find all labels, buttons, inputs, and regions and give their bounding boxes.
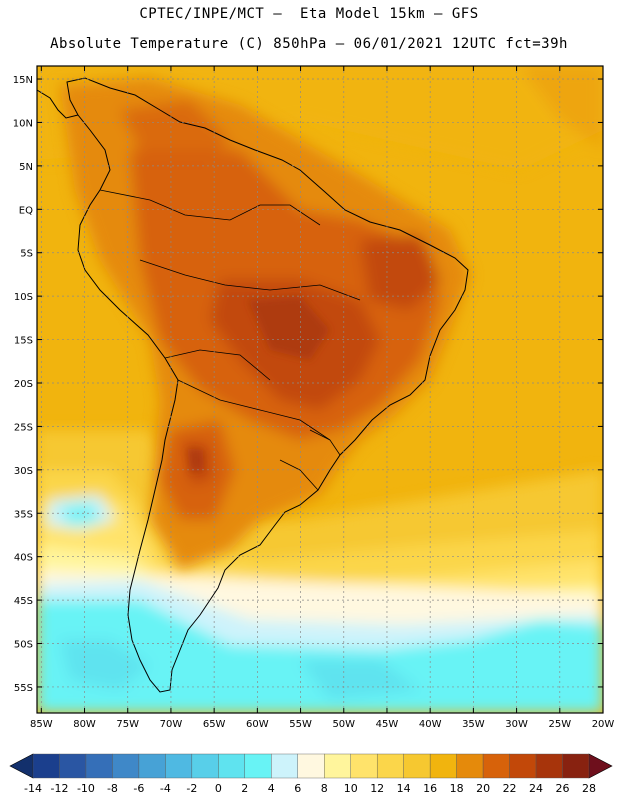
lat-tick-label: 15S	[14, 336, 33, 347]
colorbar-label: 14	[397, 782, 411, 795]
colorbar-swatch	[85, 753, 113, 779]
colorbar-label: 4	[268, 782, 275, 795]
latitude-axis: 15N 10N 5N EQ 5S 10S 15S 20S 25S 30S 35S 40S 45S 50S 5…	[13, 75, 603, 694]
colorbar-label: 26	[556, 782, 570, 795]
lon-tick-label: 75W	[116, 719, 139, 730]
lat-tick-label: 55S	[14, 683, 33, 694]
colorbar-label: -2	[186, 782, 197, 795]
colorbar-swatch	[376, 753, 404, 779]
lat-tick-label: 5N	[19, 162, 33, 173]
colorbar-label: 22	[503, 782, 517, 795]
lat-tick-label: 10S	[14, 292, 33, 303]
colorbar-label: -12	[50, 782, 68, 795]
lon-tick-label: 30W	[505, 719, 528, 730]
colorbar-swatch	[324, 753, 351, 779]
colorbar-label: 8	[321, 782, 328, 795]
lat-tick-label: 30S	[14, 466, 33, 477]
lon-tick-label: 70W	[160, 719, 183, 730]
lat-tick-label: 5S	[20, 249, 33, 260]
colorbar-label: 0	[215, 782, 222, 795]
lon-tick-label: 45W	[376, 719, 399, 730]
lat-tick-label: 35S	[14, 509, 33, 520]
colorbar-swatch	[191, 753, 219, 779]
longitude-axis: 85W 80W 75W 70W 65W 60W 55W 50W 45W 40W 35W 30W 25W 2…	[30, 66, 614, 730]
lon-tick-label: 60W	[246, 719, 269, 730]
colorbar-label: 12	[370, 782, 384, 795]
colorbar-swatch	[165, 753, 193, 779]
lon-tick-label: 55W	[289, 719, 312, 730]
lon-tick-label: 50W	[332, 719, 355, 730]
lon-tick-label: 25W	[548, 719, 571, 730]
colorbar-swatch	[535, 753, 563, 779]
colorbar-label: -8	[107, 782, 118, 795]
chart-title-line1: CPTEC/INPE/MCT – Eta Model 15km – GFS	[139, 6, 479, 22]
country-borders	[99, 189, 361, 491]
colorbar-swatch	[112, 753, 140, 779]
lon-tick-label: 65W	[203, 719, 226, 730]
colorbar-swatch	[562, 753, 590, 779]
colorbar-label: 24	[529, 782, 543, 795]
colorbar-swatch	[32, 753, 60, 779]
lat-tick-label: 45S	[14, 596, 33, 607]
lat-tick-label: 15N	[13, 75, 33, 86]
colorbar-swatch	[456, 753, 484, 779]
colorbar-label: 6	[294, 782, 301, 795]
graticule	[37, 66, 603, 713]
colorbar-right-arrow	[588, 753, 613, 779]
colorbar-label: 20	[476, 782, 490, 795]
colorbar-swatch	[350, 753, 378, 779]
colorbar-swatch	[138, 753, 166, 779]
chart-title-line2: Absolute Temperature (C) 850hPa – 06/01/…	[50, 36, 568, 52]
lon-tick-label: 80W	[73, 719, 96, 730]
colorbar-swatch	[271, 753, 298, 779]
colorbar: -14 -12 -10 -8 -6 -4 -2 0 2 4 6 8 10 12 14 16 18 20 22 24 26…	[9, 753, 613, 795]
lat-tick-label: 40S	[14, 553, 33, 564]
lat-tick-label: 10N	[13, 118, 33, 129]
colorbar-label: 18	[450, 782, 464, 795]
lat-tick-label: EQ	[19, 205, 33, 216]
colorbar-label: -14	[24, 782, 42, 795]
colorbar-swatch	[509, 753, 537, 779]
colorbar-swatch	[482, 753, 510, 779]
colorbar-label: 10	[344, 782, 358, 795]
colorbar-swatch	[59, 753, 87, 779]
temperature-field	[37, 66, 603, 713]
lon-tick-label: 40W	[419, 719, 442, 730]
colorbar-left-arrow	[9, 753, 34, 779]
colorbar-label: -6	[133, 782, 144, 795]
colorbar-swatch	[297, 753, 325, 779]
south-america-coastline	[66, 77, 469, 693]
colorbar-label: -10	[77, 782, 95, 795]
colorbar-label: 16	[423, 782, 437, 795]
colorbar-swatch	[429, 753, 457, 779]
colorbar-label: 2	[241, 782, 248, 795]
colorbar-label: -4	[160, 782, 171, 795]
lon-tick-label: 85W	[30, 719, 53, 730]
lon-tick-label: 35W	[462, 719, 485, 730]
map-frame	[36, 65, 604, 714]
lat-tick-label: 20S	[14, 379, 33, 390]
central-america-coastline	[37, 89, 79, 119]
lat-tick-label: 25S	[14, 422, 33, 433]
colorbar-swatch	[403, 753, 431, 779]
lat-tick-label: 50S	[14, 640, 33, 651]
colorbar-swatch	[244, 753, 272, 779]
colorbar-label: 28	[582, 782, 596, 795]
colorbar-swatch	[218, 753, 246, 779]
lon-tick-label: 20W	[592, 719, 615, 730]
